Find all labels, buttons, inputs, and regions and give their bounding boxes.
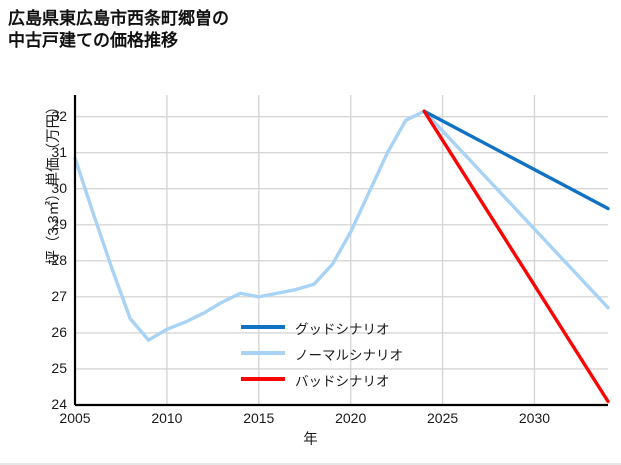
chart-title: 広島県東広島市西条町郷曽の 中古戸建ての価格推移 [8, 9, 229, 51]
x-tick-label: 2025 [427, 410, 459, 426]
x-tick-label: 2010 [151, 410, 183, 426]
y-tick-label: 29 [51, 215, 67, 232]
y-tick-label: 30 [51, 179, 67, 196]
x-tick-label: 2005 [59, 410, 91, 426]
series-line [422, 109, 610, 404]
x-tick-label: 2030 [518, 410, 551, 426]
y-tick-label: 32 [51, 107, 67, 124]
y-tick-label: 24 [51, 396, 67, 412]
y-axis-label-wrapper: 坪（3.3㎡）単価（万円） [42, 22, 62, 342]
x-axis-label: 年 [303, 432, 318, 448]
legend-label: グッドシナリオ [295, 322, 390, 337]
series-line [73, 109, 610, 342]
series-line [422, 109, 610, 211]
legend-label: バッドシナリオ [295, 374, 390, 389]
bottom-divider [0, 463, 621, 465]
data-series-layer [73, 109, 610, 404]
y-tick-label: 25 [51, 359, 67, 376]
axis-lines [73, 95, 608, 407]
legend-label: ノーマルシナリオ [295, 348, 403, 363]
x-tick-label: 2015 [243, 410, 275, 426]
y-axis-label: 坪（3.3㎡）単価（万円） [46, 99, 62, 265]
y-tick-label: 28 [51, 251, 67, 268]
legend-swatches [241, 325, 285, 381]
x-tick-label: 2020 [335, 410, 367, 426]
y-tick-label: 26 [51, 323, 67, 340]
y-tick-label: 31 [51, 143, 67, 160]
y-tick-label: 27 [51, 287, 67, 304]
